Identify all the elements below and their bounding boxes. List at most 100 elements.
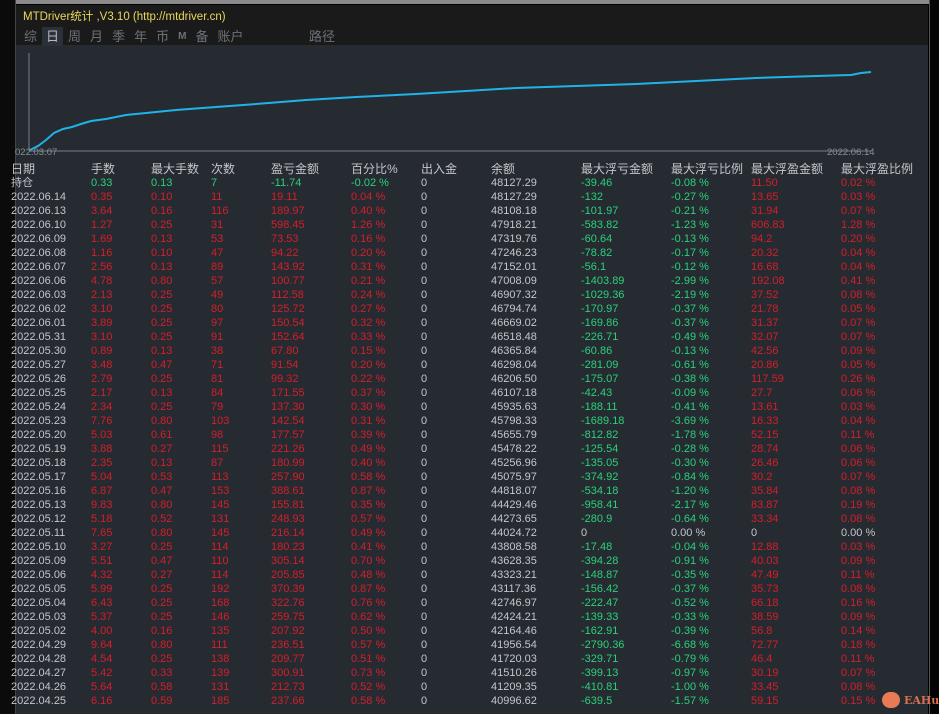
cell-max-float-loss-ratio: -0.61 % [671, 359, 709, 371]
cell-max-float-profit: 52.15 [751, 429, 779, 441]
cell-pct: 0.32 % [351, 317, 386, 329]
cell-max-float-loss-ratio: -0.30 % [671, 457, 709, 469]
cell-pct: 0.31 % [351, 415, 386, 427]
cell-deposit: 0 [421, 513, 428, 525]
cell-max-float-loss: -410.81 [581, 681, 619, 693]
cell-date: 2022.05.25 [11, 387, 67, 399]
cell-pnl: 125.72 [271, 303, 305, 315]
holding-lots: 0.33 [91, 177, 113, 189]
cell-date: 2022.05.11 [11, 527, 66, 539]
cell-max-float-loss: -60.64 [581, 233, 613, 245]
cell-max-float-loss-ratio: -0.79 % [671, 653, 709, 665]
cell-max-float-profit-ratio: 0.03 % [841, 541, 876, 553]
tab-2[interactable]: 周 [68, 29, 82, 44]
cell-max-float-profit-ratio: 0.08 % [841, 289, 876, 301]
cell-max-float-profit-ratio: 0.06 % [841, 387, 876, 399]
cell-lots: 3.48 [91, 359, 113, 371]
window-top-border [0, 0, 939, 4]
cell-pct: 0.87 % [351, 583, 386, 595]
cell-max-float-profit-ratio: 0.20 % [841, 233, 876, 245]
path-button[interactable]: 路径 [309, 29, 336, 44]
cell-max-float-loss: -958.41 [581, 499, 619, 511]
tab-3[interactable]: 月 [90, 29, 104, 44]
cell-lots: 5.51 [91, 555, 113, 567]
cell-max-lots: 0.25 [151, 653, 173, 665]
cell-deposit: 0 [421, 415, 428, 427]
holding-max-float-profit: 11.50 [751, 177, 778, 189]
cell-balance: 45655.79 [491, 429, 537, 441]
cell-count: 47 [211, 247, 224, 259]
cell-balance: 46107.18 [491, 387, 537, 399]
tab-0[interactable]: 综 [24, 29, 38, 44]
cell-max-float-profit-ratio: 0.08 % [841, 681, 876, 693]
cell-max-float-profit-ratio: 0.26 % [841, 373, 876, 385]
cell-max-float-loss: -281.09 [581, 359, 619, 371]
cell-max-lots: 0.25 [151, 303, 173, 315]
cell-max-float-loss-ratio: -0.64 % [671, 513, 709, 525]
cell-date: 2022.05.19 [11, 443, 67, 455]
cell-max-float-profit: 192.08 [751, 275, 785, 287]
cell-max-float-profit: 16.68 [751, 261, 779, 273]
cell-balance: 45256.96 [491, 457, 537, 469]
cell-max-float-loss-ratio: -1.57 % [671, 695, 709, 707]
cell-date: 2022.05.24 [11, 401, 67, 413]
cell-pnl: 216.14 [271, 527, 305, 539]
cell-lots: 3.10 [91, 331, 113, 343]
cell-max-float-loss-ratio: -0.37 % [671, 303, 709, 315]
cell-deposit: 0 [421, 471, 428, 483]
cell-count: 38 [211, 345, 224, 357]
cell-count: 79 [211, 401, 224, 413]
cell-max-float-loss-ratio: -2.19 % [671, 289, 709, 301]
cell-deposit: 0 [421, 261, 428, 273]
cell-max-lots: 0.80 [151, 499, 173, 511]
cell-max-float-profit: 33.45 [751, 681, 779, 693]
cell-max-float-loss: -125.54 [581, 443, 619, 455]
pig-icon [882, 692, 900, 708]
cell-date: 2022.05.02 [11, 625, 67, 637]
cell-max-float-loss: -639.5 [581, 695, 613, 707]
cell-max-lots: 0.53 [151, 471, 173, 483]
cell-max-float-profit: 40.03 [751, 555, 779, 567]
cell-max-float-profit: 30.19 [751, 667, 779, 679]
cell-max-lots: 0.47 [151, 359, 173, 371]
cell-max-float-loss-ratio: -6.68 % [671, 639, 709, 651]
cell-lots: 6.43 [91, 597, 113, 609]
cell-lots: 4.00 [91, 625, 113, 637]
cell-max-lots: 0.13 [151, 345, 173, 357]
cell-pnl: 73.53 [271, 233, 299, 245]
holding-max-float-loss: -39.46 [581, 177, 613, 189]
cell-lots: 1.27 [91, 219, 113, 231]
cell-lots: 5.18 [91, 513, 113, 525]
cell-pnl: 19.11 [271, 191, 298, 203]
cell-count: 89 [211, 261, 224, 273]
header-date: 日期 [11, 162, 36, 176]
cell-max-float-loss-ratio: -1.00 % [671, 681, 709, 693]
cell-max-float-profit-ratio: 0.16 % [841, 597, 876, 609]
cell-lots: 7.76 [91, 415, 113, 427]
cell-max-lots: 0.47 [151, 555, 173, 567]
cell-max-float-loss: -329.71 [581, 653, 619, 665]
tab-4[interactable]: 季 [112, 29, 126, 44]
tab-6[interactable]: 币 [156, 29, 170, 44]
cell-max-float-loss-ratio: -0.13 % [671, 345, 709, 357]
tab-8[interactable]: 备 [195, 29, 209, 44]
tab-9[interactable]: 账户 [217, 29, 244, 44]
tab-1[interactable]: 日 [42, 27, 64, 46]
cell-pnl: 99.32 [271, 373, 299, 385]
cell-max-float-profit-ratio: 0.41 % [841, 275, 876, 287]
cell-count: 192 [211, 583, 230, 595]
cell-pnl: 598.45 [271, 219, 305, 231]
cell-max-float-loss-ratio: -1.20 % [671, 485, 709, 497]
cell-deposit: 0 [421, 541, 428, 553]
cell-max-float-profit: 20.32 [751, 247, 779, 259]
cell-pnl: 112.58 [271, 289, 304, 301]
cell-max-float-loss-ratio: -0.37 % [671, 317, 709, 329]
tab-5[interactable]: 年 [134, 29, 148, 44]
cell-deposit: 0 [421, 611, 428, 623]
tab-7[interactable]: M [178, 31, 187, 42]
cell-pnl: 142.54 [271, 415, 305, 427]
cell-deposit: 0 [421, 667, 428, 679]
cell-max-float-loss: -394.28 [581, 555, 619, 567]
cell-lots: 5.42 [91, 667, 113, 679]
cell-pnl: 180.99 [271, 457, 305, 469]
